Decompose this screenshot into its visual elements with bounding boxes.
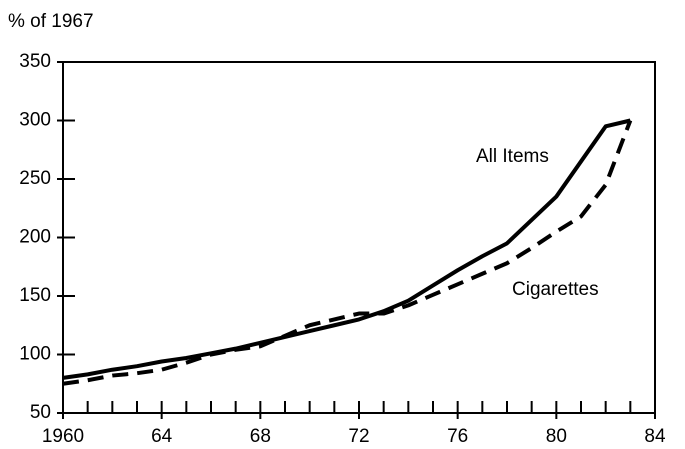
x-tick-label: 64 xyxy=(151,426,173,447)
chart-title: % of 1967 xyxy=(8,11,94,32)
y-tick-label: 100 xyxy=(19,344,51,365)
x-tick-label: 72 xyxy=(348,426,369,447)
series-label: Cigarettes xyxy=(512,279,599,300)
y-tick-label: 50 xyxy=(30,402,51,423)
x-tick-label: 1960 xyxy=(42,426,84,447)
plot-frame xyxy=(62,61,656,414)
x-tick-label: 76 xyxy=(447,426,468,447)
y-tick-label: 250 xyxy=(19,168,51,189)
series-label: All Items xyxy=(476,146,549,167)
y-tick-label: 200 xyxy=(19,227,51,248)
x-tick-label: 84 xyxy=(644,426,666,447)
x-tick-label: 80 xyxy=(546,426,567,447)
y-tick-label: 150 xyxy=(19,285,51,306)
series-line xyxy=(62,118,631,380)
y-tick-label: 350 xyxy=(19,51,51,72)
y-tick-label: 300 xyxy=(19,110,51,131)
x-tick-label: 68 xyxy=(250,426,271,447)
